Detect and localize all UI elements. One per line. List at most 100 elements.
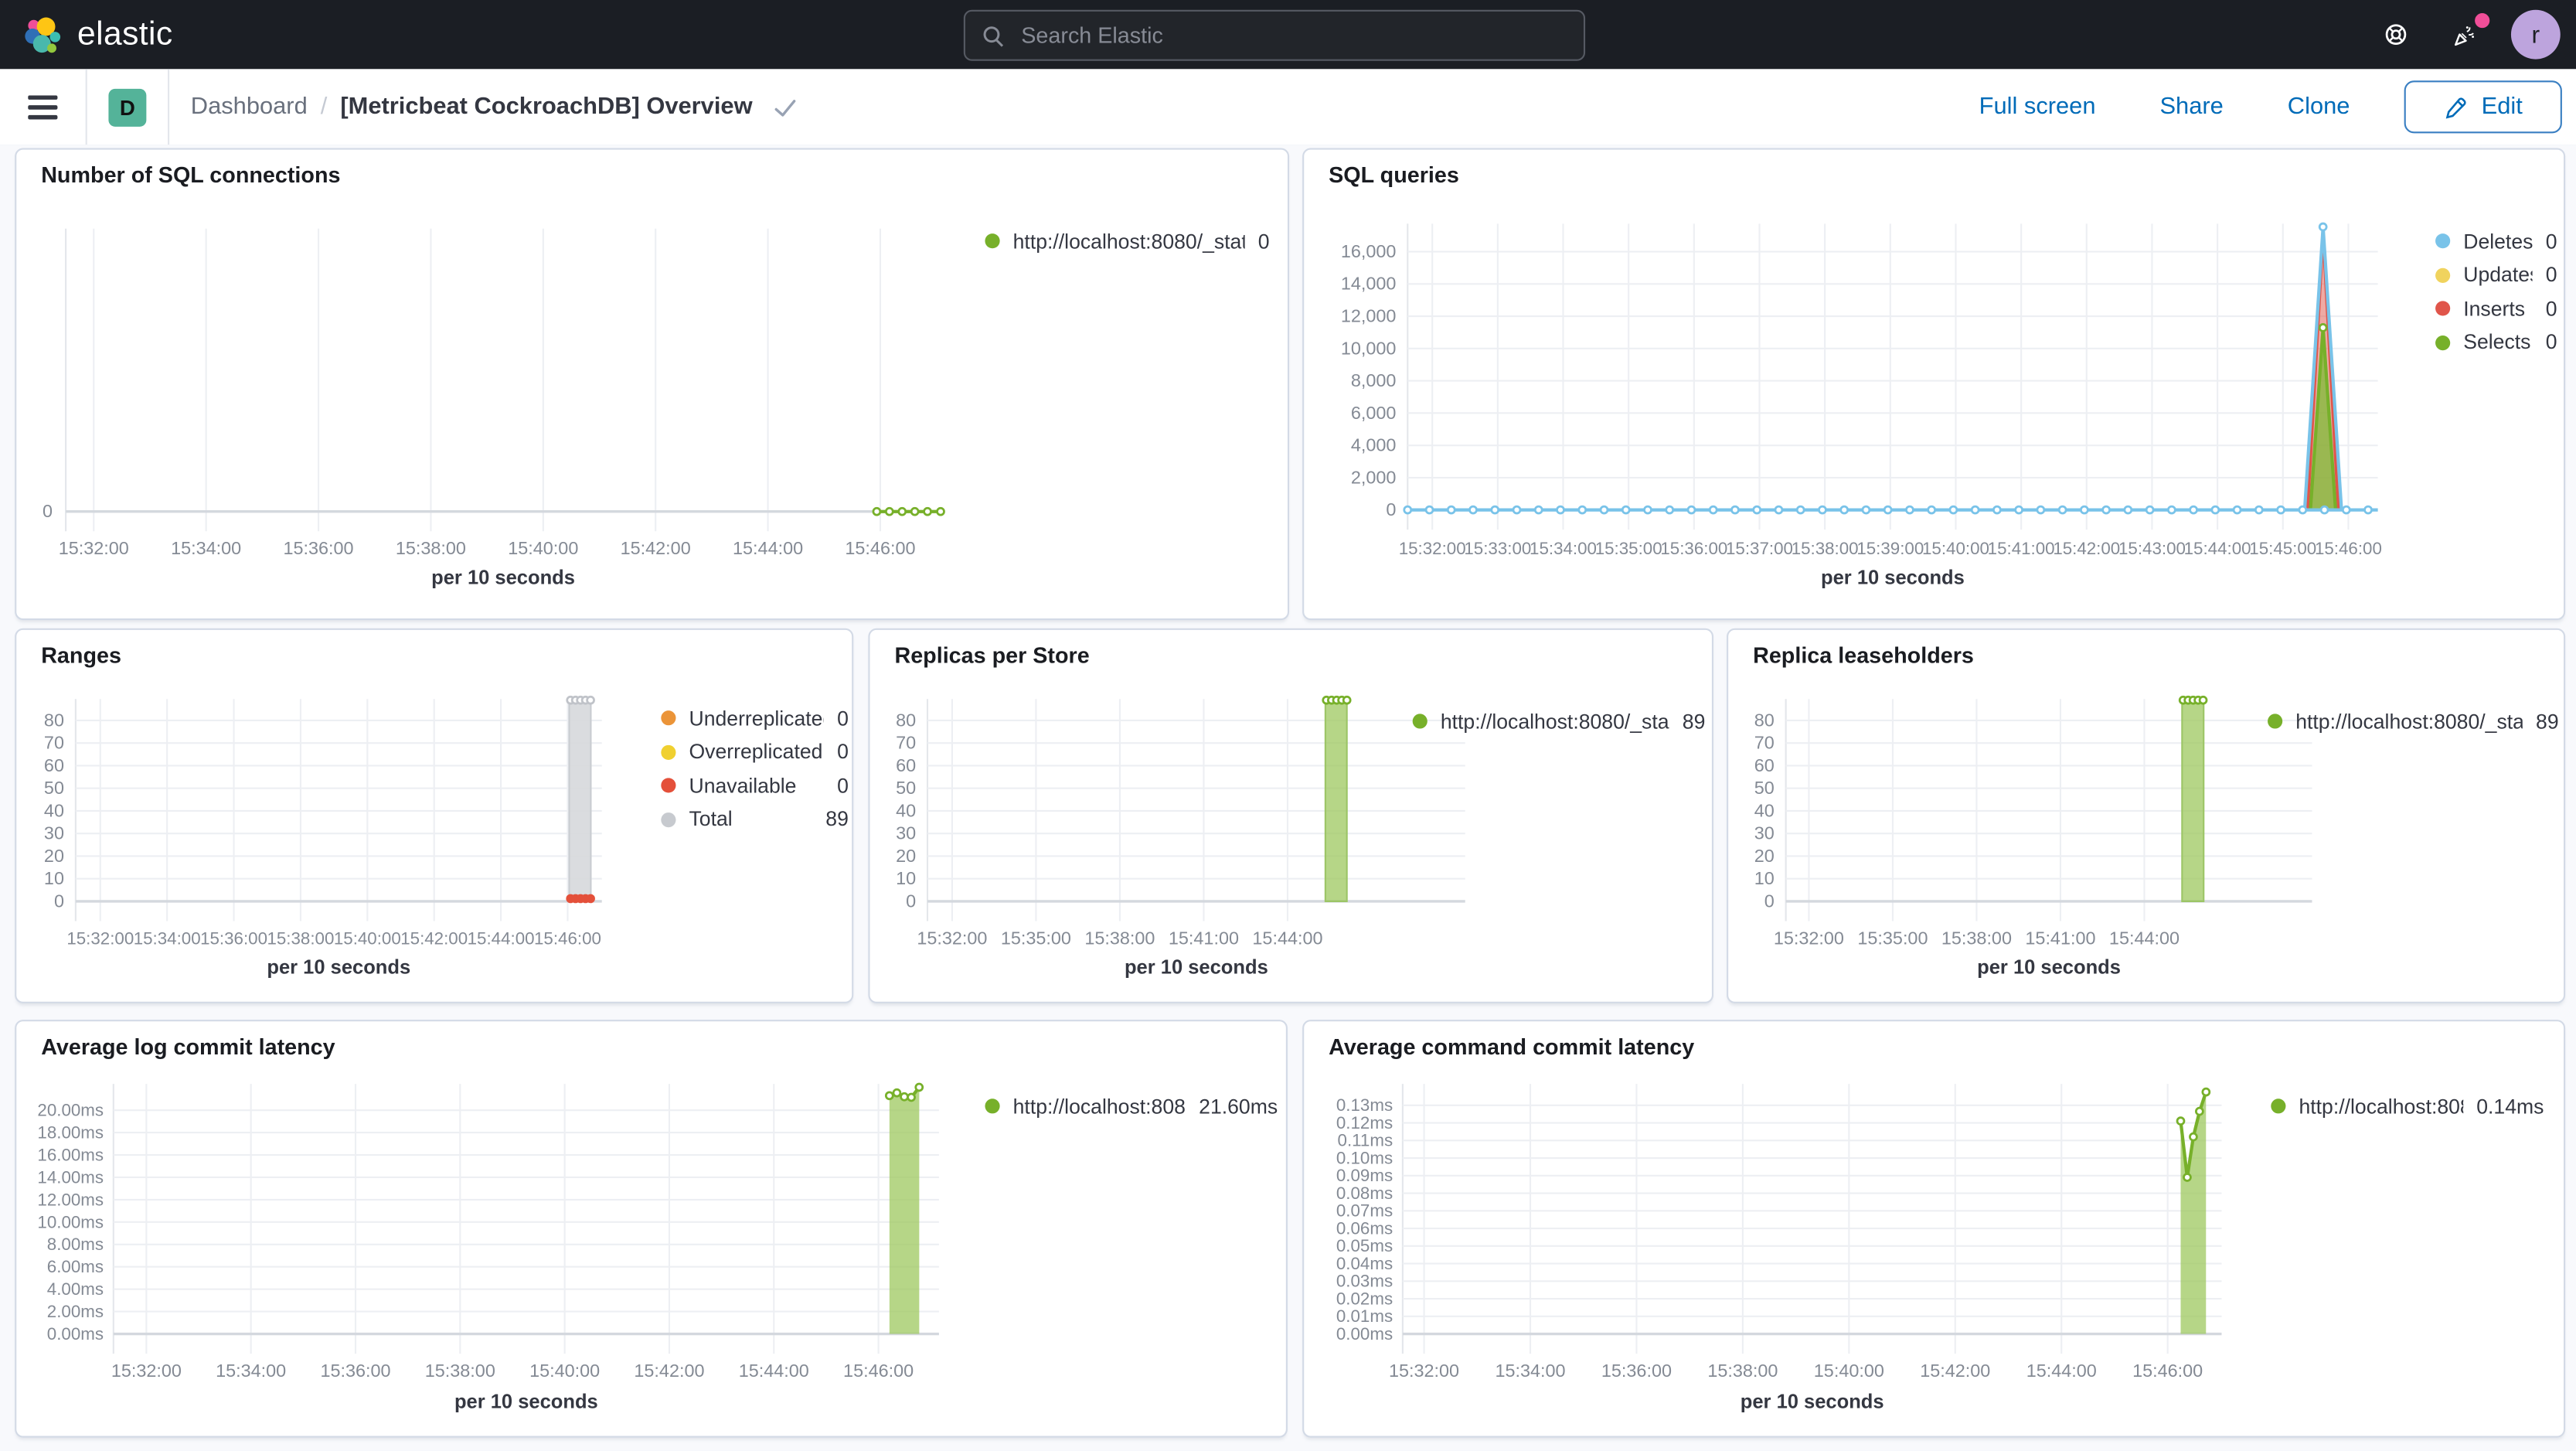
y-tick-label: 0 [43,501,53,521]
chart-legend: http://localhost:8080... 0.14ms [2271,1094,2544,1128]
topbar-icons: r [2373,0,2576,69]
legend-item[interactable]: http://localhost:808... 21.60ms [985,1094,1278,1119]
legend-value: 0 [2545,229,2557,253]
y-tick-label: 50 [1754,778,1775,798]
legend-value: 0 [2545,263,2557,287]
dashboard-toolbar: D Dashboard / [Metricbeat CockroachDB] O… [0,69,2576,147]
dashboard-badge[interactable]: D [108,87,147,126]
series-replicas-bar [1324,699,1348,903]
top-navigation-bar: elastic [0,0,2576,70]
y-tick-label: 10 [896,868,916,888]
x-axis-title: per 10 seconds [1977,957,2121,979]
x-tick-label: 15:42:00 [2053,539,2120,558]
legend-item[interactable]: Overreplicated 0 [661,739,849,764]
toolbar-left: D Dashboard / [Metricbeat CockroachDB] O… [0,69,797,145]
user-avatar[interactable]: r [2510,9,2561,60]
x-tick-label: 15:34:00 [134,928,201,948]
y-tick-label: 0.02ms [1336,1289,1393,1308]
y-tick-label: 4,000 [1351,435,1397,455]
panel-p5: Replica leaseholders 15:32:00 15:35:00 15:3… [1727,628,2566,1003]
x-axis-title: per 10 seconds [454,1391,598,1412]
legend-item[interactable]: Underreplicated 0 [661,706,849,731]
x-tick-label: 15:46:00 [534,928,601,948]
series-unavailable-dots [586,894,595,904]
y-tick-label: 80 [1754,710,1775,730]
x-tick-label: 15:32:00 [1774,928,1844,948]
y-tick-label: 0.10ms [1336,1148,1393,1167]
y-tick-label: 50 [896,778,916,798]
y-tick-label: 10 [1754,868,1775,888]
legend-item[interactable]: http://localhost:8080/_sta... 89 [1412,709,1706,734]
legend-item[interactable]: Deletes 0 [2435,229,2557,254]
menu-icon[interactable] [22,88,64,126]
global-search[interactable] [963,9,1586,61]
x-tick-label: 15:32:00 [917,928,987,948]
divider [85,69,87,145]
legend-dot-icon [661,744,676,759]
chart-p3: 15:32:00 15:34:00 15:36:00 15:38:00 15:40:00… [44,695,602,979]
y-tick-label: 40 [1754,800,1775,820]
x-tick-label: 15:35:00 [1001,928,1071,948]
legend-value: 89 [1682,710,1706,733]
toolbar-actions: Full screen Share Clone Edit [1969,80,2576,134]
legend-item[interactable]: http://localhost:8080... 0.14ms [2271,1094,2544,1119]
y-tick-label: 12,000 [1341,306,1397,326]
title-check-icon[interactable] [772,96,797,118]
help-icon[interactable] [2373,12,2419,58]
y-tick-label: 8.00ms [47,1235,104,1254]
x-tick-label: 15:32:00 [59,538,129,558]
x-tick-label: 15:36:00 [200,928,267,948]
divider [168,69,170,145]
legend-dot-icon [2268,714,2283,729]
y-tick-label: 20 [896,846,916,866]
panel-p6: Average log commit latency 15:32:00 15:34:… [15,1020,1288,1438]
share-button[interactable]: Share [2150,92,2234,121]
y-tick-label: 16,000 [1341,241,1397,261]
clone-button[interactable]: Clone [2278,92,2360,121]
x-tick-label: 15:46:00 [2315,539,2382,558]
x-tick-label: 15:41:00 [1169,928,1239,948]
series-total-top-dots [586,695,595,705]
x-tick-label: 15:38:00 [1941,928,2012,948]
y-tick-label: 18.00ms [37,1123,104,1143]
x-tick-label: 15:44:00 [2109,928,2180,948]
y-tick-label: 8,000 [1351,370,1397,390]
x-axis-title: per 10 seconds [1125,957,1268,979]
x-tick-label: 15:44:00 [2184,539,2251,558]
legend-item[interactable]: Selects 0 [2435,330,2557,355]
legend-label: http://localhost:8080/_stat... [1012,229,1245,253]
chart-p5: 15:32:00 15:35:00 15:38:00 15:41:00 15:44:00… [1754,695,2312,979]
x-tick-label: 15:35:00 [1595,539,1662,558]
elastic-logo[interactable]: elastic [0,11,182,59]
legend-item[interactable]: http://localhost:8080/_stat... 0 [985,229,1270,254]
legend-item[interactable]: Unavailable 0 [661,773,849,798]
chart-p6: 15:32:00 15:34:00 15:36:00 15:38:00 15:40:00… [37,1082,939,1412]
legend-item[interactable]: Total 89 [661,807,849,832]
y-tick-label: 0.05ms [1336,1236,1393,1255]
y-tick-label: 10.00ms [37,1212,104,1231]
news-icon[interactable] [2442,12,2490,58]
x-tick-label: 15:43:00 [2118,539,2186,558]
y-tick-label: 16.00ms [37,1145,104,1164]
breadcrumb-dashboard-link[interactable]: Dashboard [190,94,308,121]
y-tick-label: 0.08ms [1336,1184,1393,1203]
legend-item[interactable]: Inserts 0 [2435,296,2557,321]
edit-button[interactable]: Edit [2404,80,2562,134]
notification-dot [2475,13,2490,29]
series-replicas-top-dots [1342,695,1352,705]
full-screen-button[interactable]: Full screen [1969,92,2105,121]
y-tick-label: 0.01ms [1336,1306,1393,1326]
panel-p7: Average command commit latency 15:32:00 15… [1302,1020,2566,1438]
search-input[interactable] [1018,21,1518,49]
y-tick-label: 0.03ms [1336,1272,1393,1291]
x-tick-label: 15:40:00 [1814,1361,1884,1381]
legend-item[interactable]: Updates 0 [2435,262,2557,287]
y-tick-label: 6,000 [1351,403,1397,423]
legend-item[interactable]: http://localhost:8080/_sta... 89 [2268,709,2559,734]
y-tick-label: 0 [54,891,64,911]
y-tick-label: 60 [44,755,64,775]
legend-label: http://localhost:8080... [2299,1094,2463,1118]
brand-text: elastic [77,15,173,53]
y-tick-label: 2.00ms [47,1302,104,1321]
series-total-bar [568,699,592,903]
